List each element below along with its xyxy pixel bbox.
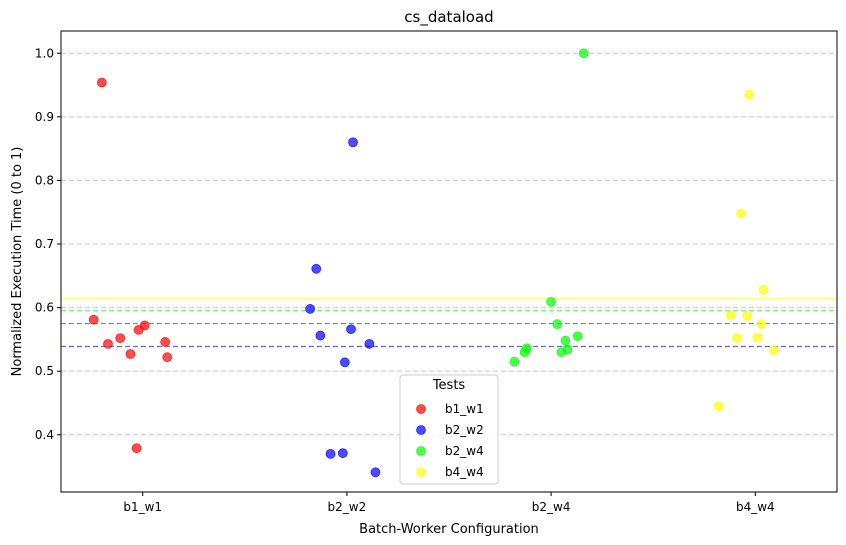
legend-label-b2_w4: b2_w4 bbox=[445, 444, 484, 458]
point-b1_w1 bbox=[162, 352, 173, 363]
legend-label-b4_w4: b4_w4 bbox=[445, 465, 484, 479]
point-b2_w4 bbox=[560, 335, 571, 346]
point-b1_w1 bbox=[115, 333, 126, 344]
point-b1_w1 bbox=[103, 338, 113, 349]
point-b2_w2 bbox=[348, 137, 358, 148]
point-b4_w4 bbox=[732, 333, 742, 344]
point-b2_w2 bbox=[364, 338, 375, 349]
point-b4_w4 bbox=[744, 89, 755, 100]
legend-marker-b1_w1 bbox=[416, 404, 426, 414]
x-tick-label: b2_w2 bbox=[328, 500, 367, 514]
point-b1_w1 bbox=[88, 314, 99, 325]
point-b2_w4 bbox=[546, 296, 557, 307]
x-tick-label: b1_w1 bbox=[123, 500, 162, 514]
point-b2_w4 bbox=[552, 319, 563, 330]
point-b2_w2 bbox=[315, 330, 326, 341]
point-b4_w4 bbox=[752, 332, 763, 343]
point-b2_w2 bbox=[311, 263, 322, 274]
point-b4_w4 bbox=[742, 310, 753, 321]
point-b4_w4 bbox=[756, 319, 767, 330]
point-b2_w2 bbox=[346, 324, 356, 335]
legend-label-b2_w2: b2_w2 bbox=[445, 423, 484, 437]
point-b2_w2 bbox=[370, 467, 381, 478]
point-b4_w4 bbox=[713, 401, 724, 412]
y-tick-label: 0.9 bbox=[35, 110, 54, 124]
legend-title: Tests bbox=[432, 378, 466, 393]
x-tick-label: b4_w4 bbox=[736, 500, 775, 514]
point-b4_w4 bbox=[736, 208, 746, 219]
plot-frame bbox=[60, 30, 838, 493]
y-axis: 0.4 0.5 0.6 0.7 0.8 0.9 1.0 bbox=[35, 46, 61, 442]
grid-lines bbox=[61, 52, 837, 436]
legend-box bbox=[399, 374, 499, 485]
point-b2_w4 bbox=[572, 331, 583, 342]
mean-lines bbox=[61, 298, 837, 347]
point-b2_w2 bbox=[337, 448, 348, 459]
legend-marker-b2_w4 bbox=[416, 446, 426, 456]
point-b2_w2 bbox=[339, 357, 350, 368]
y-tick-label: 0.5 bbox=[35, 364, 54, 378]
x-tick-label: b2_w4 bbox=[532, 500, 571, 514]
x-axis: b1_w1 b2_w2 b2_w4 b4_w4 bbox=[123, 492, 775, 514]
legend-marker-b2_w2 bbox=[416, 425, 426, 435]
point-b4_w4 bbox=[725, 310, 736, 321]
x-axis-label: Batch-Worker Configuration bbox=[359, 522, 539, 537]
point-b1_w1 bbox=[139, 320, 150, 331]
point-b2_w2 bbox=[325, 448, 336, 459]
point-b2_w4 bbox=[521, 343, 532, 354]
point-b2_w2 bbox=[305, 303, 316, 314]
legend-marker-b4_w4 bbox=[416, 467, 426, 477]
chart-title: cs_dataload bbox=[404, 8, 493, 27]
data-points bbox=[88, 48, 779, 478]
point-b4_w4 bbox=[758, 284, 769, 295]
y-tick-label: 0.4 bbox=[35, 428, 54, 442]
y-tick-label: 0.6 bbox=[35, 301, 54, 315]
y-tick-label: 1.0 bbox=[35, 46, 54, 60]
point-b4_w4 bbox=[768, 345, 779, 356]
legend: Tests b1_w1 b2_w2 b2_w4 b4_w4 bbox=[399, 374, 499, 485]
point-b1_w1 bbox=[131, 443, 142, 454]
y-tick-label: 0.8 bbox=[35, 173, 54, 187]
point-b1_w1 bbox=[96, 77, 107, 88]
y-tick-label: 0.7 bbox=[35, 237, 54, 251]
point-b2_w4 bbox=[578, 48, 589, 59]
legend-label-b1_w1: b1_w1 bbox=[445, 402, 484, 416]
point-b2_w4 bbox=[509, 356, 520, 367]
point-b1_w1 bbox=[160, 337, 171, 347]
point-b1_w1 bbox=[125, 349, 136, 359]
y-axis-label: Normalized Execution Time (0 to 1) bbox=[10, 147, 25, 377]
point-b2_w4 bbox=[562, 344, 573, 355]
